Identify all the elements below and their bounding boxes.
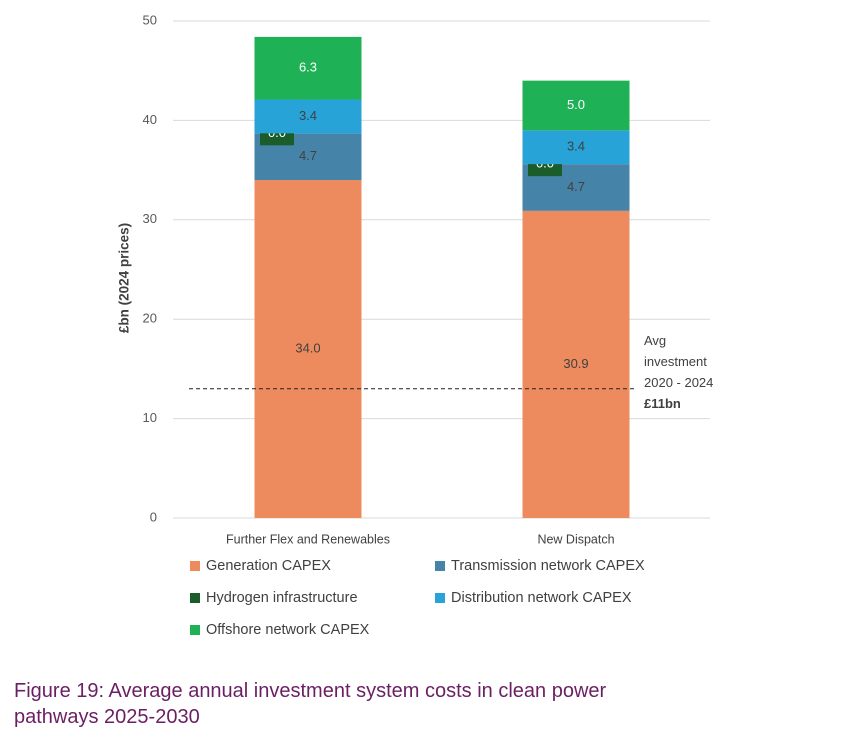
annotation: £11bn	[644, 396, 681, 411]
bar-segment	[254, 99, 362, 134]
bar-segment	[522, 130, 630, 165]
legend-swatch	[190, 561, 200, 571]
x-tick-label: Further Flex and Renewables	[226, 532, 390, 546]
legend-label: Transmission network CAPEX	[451, 558, 645, 574]
annotation: 2020 - 2024	[644, 375, 713, 390]
annotation: investment	[644, 354, 707, 369]
legend-swatch	[435, 561, 445, 571]
y-tick-label: 20	[143, 311, 157, 326]
chart-title: pathways 2025-2030	[14, 706, 200, 728]
legend-swatch	[435, 593, 445, 603]
legend-swatch	[190, 593, 200, 603]
chart-title: Figure 19: Average annual investment sys…	[14, 680, 607, 702]
y-tick-label: 0	[150, 509, 157, 524]
legend-label: Offshore network CAPEX	[206, 622, 370, 638]
legend-swatch	[190, 625, 200, 635]
data-label: 4.7	[299, 148, 317, 163]
y-tick-label: 10	[143, 410, 157, 425]
data-label: 4.7	[567, 179, 585, 194]
legend-label: Distribution network CAPEX	[451, 590, 632, 606]
bar-segment	[254, 36, 362, 100]
data-label: 30.9	[563, 356, 588, 371]
bar-segment	[522, 210, 630, 518]
y-tick-label: 50	[143, 12, 157, 27]
y-tick-label: 40	[143, 112, 157, 127]
bar-segment	[254, 180, 362, 519]
bar-segment	[522, 80, 630, 131]
legend-label: Hydrogen infrastructure	[206, 590, 358, 606]
annotation: Avg	[644, 333, 666, 348]
data-label: 6.3	[299, 60, 317, 75]
legend-label: Generation CAPEX	[206, 558, 331, 574]
data-label: 3.4	[567, 139, 585, 154]
y-tick-label: 30	[143, 211, 157, 226]
data-label: 3.4	[299, 108, 317, 123]
y-axis-label: £bn (2024 prices)	[117, 223, 132, 333]
data-label: 34.0	[295, 340, 320, 355]
x-tick-label: New Dispatch	[537, 532, 614, 546]
data-label: 5.0	[567, 97, 585, 112]
